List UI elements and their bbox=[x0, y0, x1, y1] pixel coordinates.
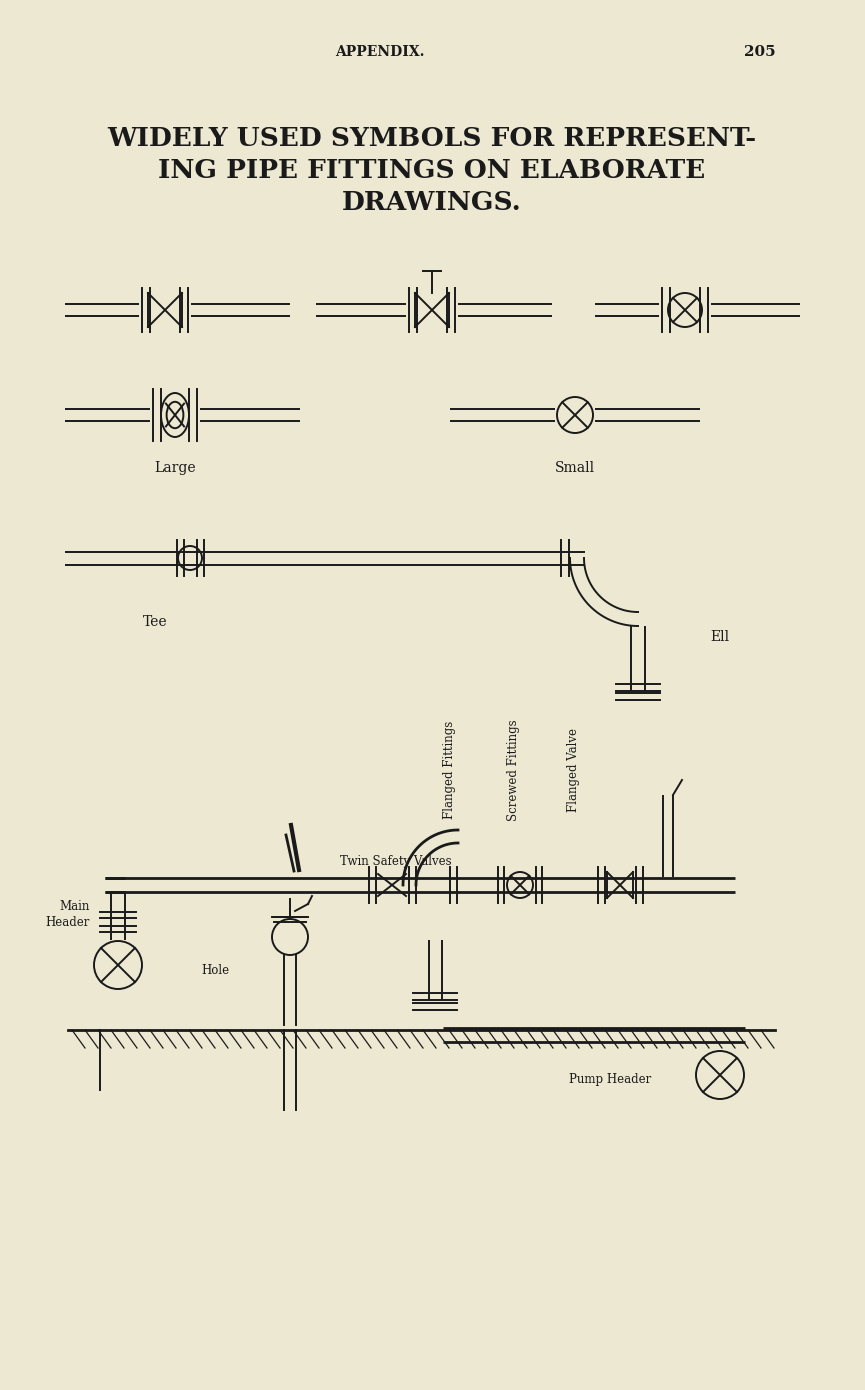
Text: Flanged Fittings: Flanged Fittings bbox=[444, 721, 457, 819]
Text: Small: Small bbox=[555, 461, 595, 475]
Text: Twin Safety Valves: Twin Safety Valves bbox=[340, 855, 452, 869]
Text: WIDELY USED SYMBOLS FOR REPRESENT-: WIDELY USED SYMBOLS FOR REPRESENT- bbox=[107, 125, 757, 150]
Text: Tee: Tee bbox=[143, 614, 167, 630]
Text: ING PIPE FITTINGS ON ELABORATE: ING PIPE FITTINGS ON ELABORATE bbox=[158, 157, 706, 182]
Text: APPENDIX.: APPENDIX. bbox=[336, 44, 425, 58]
Text: Flanged Valve: Flanged Valve bbox=[567, 728, 580, 812]
Text: Hole: Hole bbox=[201, 963, 229, 977]
Text: Large: Large bbox=[154, 461, 195, 475]
Text: Pump Header: Pump Header bbox=[569, 1073, 651, 1087]
Text: 205: 205 bbox=[744, 44, 776, 58]
Text: Main
Header: Main Header bbox=[46, 899, 90, 929]
Text: DRAWINGS.: DRAWINGS. bbox=[343, 189, 522, 214]
Text: Screwed Fittings: Screwed Fittings bbox=[507, 719, 520, 821]
Text: Ell: Ell bbox=[710, 630, 729, 644]
